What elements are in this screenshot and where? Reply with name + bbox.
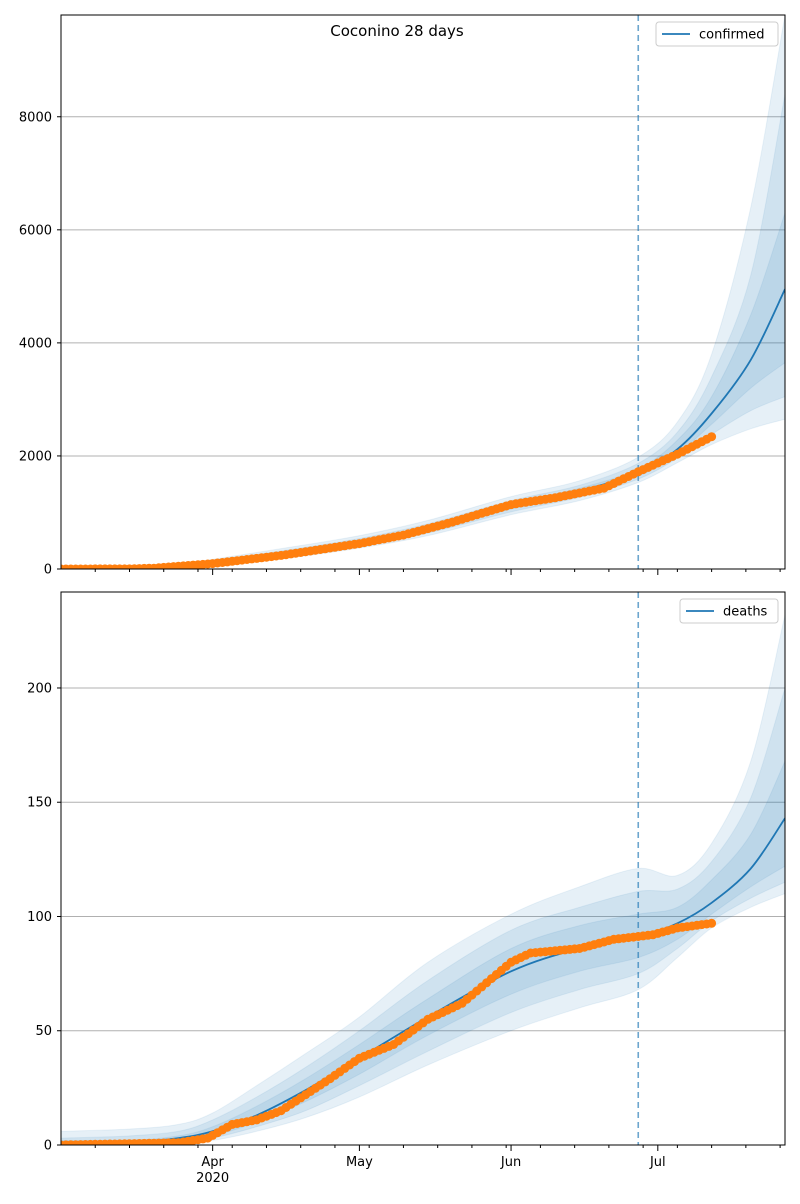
y-tick-label: 8000 — [19, 110, 52, 125]
y-tick-label: 0 — [44, 563, 52, 578]
legend-box — [655, 21, 779, 47]
x-tick-sublabel: 2020 — [196, 1171, 229, 1186]
band-outer — [61, 614, 785, 1145]
legend-label: deaths — [723, 605, 768, 620]
panel-confirmed: 0 2000 4000 6000 8000 confirmed — [19, 14, 786, 578]
band-middle — [61, 94, 785, 569]
y-tick-label: 6000 — [19, 223, 52, 238]
observed-point — [707, 432, 717, 442]
band-inner — [61, 212, 785, 569]
y-tick-label: 50 — [35, 1024, 52, 1039]
y-tick-label: 2000 — [19, 449, 52, 464]
legend-label: confirmed — [699, 28, 765, 43]
chart-title: Coconino 28 days — [330, 22, 464, 40]
plot-area — [61, 592, 785, 1145]
y-tick-label: 100 — [27, 910, 52, 925]
y-tick-label: 0 — [44, 1139, 52, 1154]
x-tick-label: Jul — [649, 1155, 666, 1170]
y-tick-label: 4000 — [19, 336, 52, 351]
legend-box — [679, 598, 779, 624]
y-tick-label: 150 — [27, 796, 52, 811]
plot-area — [61, 15, 785, 569]
band-middle — [61, 687, 785, 1145]
x-tick-label: Jun — [500, 1155, 521, 1170]
x-tick-label: May — [346, 1155, 373, 1170]
band-outer — [61, 15, 785, 569]
y-tick-label: 200 — [27, 681, 52, 696]
axes-frame — [60, 591, 786, 1146]
observed-point — [707, 918, 717, 928]
x-tick-label: Apr — [201, 1155, 224, 1170]
axes-frame — [60, 14, 786, 570]
